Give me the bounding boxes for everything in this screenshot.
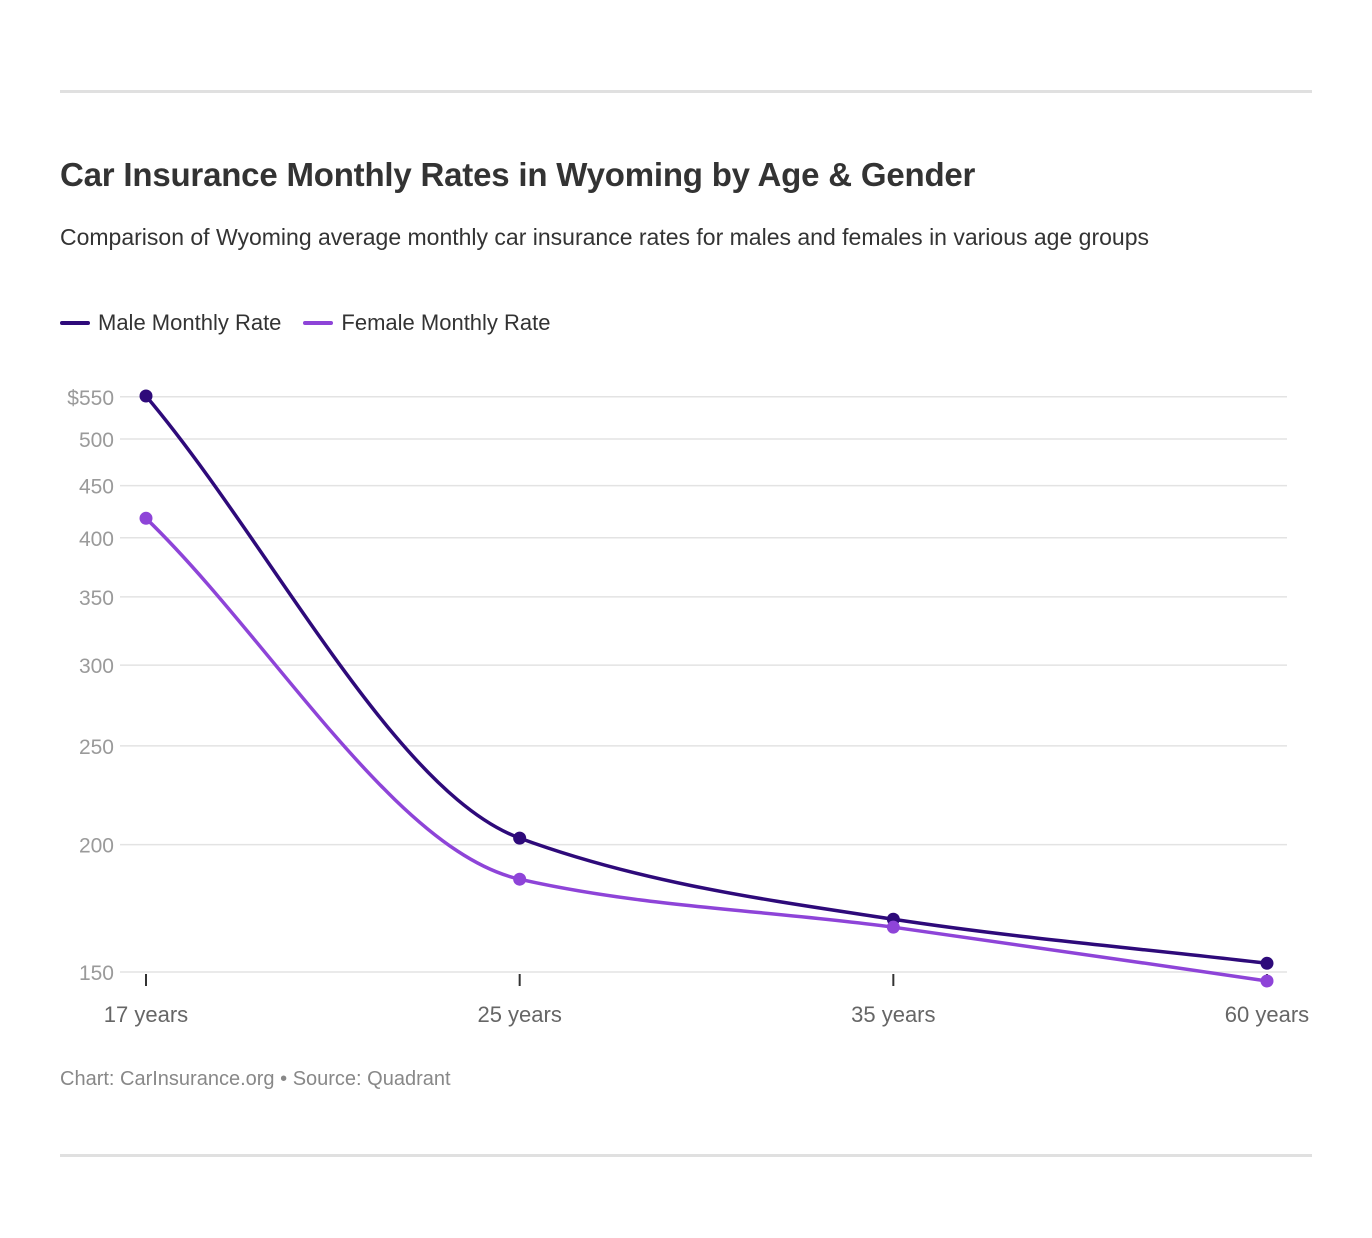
data-point <box>513 872 527 886</box>
legend-label-female: Female Monthly Rate <box>341 310 551 335</box>
y-tick-label: 250 <box>79 736 114 759</box>
chart-title: Car Insurance Monthly Rates in Wyoming b… <box>60 156 976 193</box>
y-tick-label: $550 <box>67 387 114 410</box>
chart-legend: Male Monthly Rate Female Monthly Rate <box>60 310 573 336</box>
series-lines <box>144 394 1269 983</box>
bottom-divider <box>60 1154 1312 1157</box>
series-line-0 <box>144 394 1269 966</box>
data-point <box>139 389 153 403</box>
legend-swatch-female <box>303 321 334 325</box>
x-axis-ticks: 17 years 25 years 35 years 60 years <box>104 974 1309 1027</box>
y-tick-label: 300 <box>79 655 114 678</box>
series-points <box>139 389 1274 988</box>
y-tick-label: 150 <box>79 962 114 985</box>
chart-subtitle: Comparison of Wyoming average monthly ca… <box>60 224 1149 250</box>
y-tick-label: 450 <box>79 476 114 499</box>
legend-item-male[interactable]: Male Monthly Rate <box>60 310 281 336</box>
x-tick-label: 35 years <box>851 1002 935 1027</box>
x-tick-label: 17 years <box>104 1002 188 1027</box>
series-line-1 <box>144 516 1269 983</box>
data-point <box>1260 956 1274 970</box>
footer-source: Source: Quadrant <box>292 1068 451 1090</box>
y-axis-ticks: 150 200 250 300 350 400 450 500 $550 <box>67 387 114 985</box>
y-tick-label: 400 <box>79 528 114 551</box>
legend-label-male: Male Monthly Rate <box>98 310 282 335</box>
footer-separator: • <box>280 1068 288 1090</box>
x-tick-label: 25 years <box>477 1002 561 1027</box>
grid-lines <box>120 396 1287 973</box>
legend-swatch-male <box>60 321 90 325</box>
data-point <box>139 511 153 525</box>
footer-credit: Chart: CarInsurance.org <box>60 1068 275 1090</box>
top-divider <box>60 90 1312 93</box>
data-point <box>513 831 527 845</box>
data-point <box>1260 974 1274 988</box>
y-tick-label: 200 <box>79 835 114 858</box>
data-point <box>886 920 900 934</box>
x-tick-label: 60 years <box>1225 1002 1309 1027</box>
y-tick-label: 500 <box>79 429 114 452</box>
y-tick-label: 350 <box>79 587 114 610</box>
chart-footer: Chart: CarInsurance.org • Source: Quadra… <box>60 1068 451 1091</box>
legend-item-female[interactable]: Female Monthly Rate <box>303 310 551 336</box>
